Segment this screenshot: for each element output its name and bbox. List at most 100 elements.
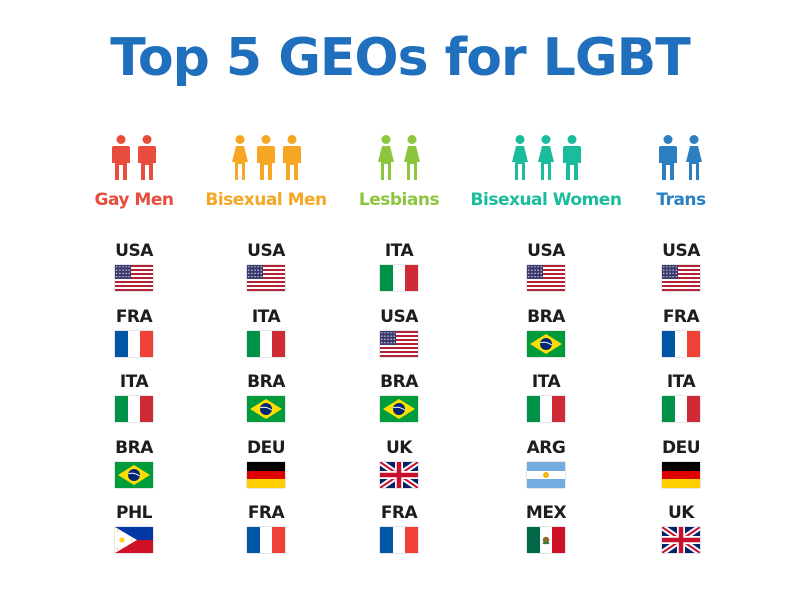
flag-mex-icon <box>527 527 565 553</box>
country-code: USA <box>380 306 418 327</box>
flag-fra-icon <box>247 527 285 553</box>
country-code: FRA <box>115 306 153 327</box>
country-code: UK <box>668 503 694 523</box>
country-entry: ITA <box>596 371 766 437</box>
flag-ita-icon <box>247 330 285 357</box>
country-entry: FRA <box>596 306 766 372</box>
country-entry: MEX <box>461 502 631 568</box>
flag-phl-icon <box>115 527 153 553</box>
country-entry: USA <box>596 240 766 306</box>
male-figure-icon <box>138 135 156 180</box>
flag-bra-icon <box>247 396 285 422</box>
country-entry: DEU <box>596 437 766 503</box>
female-figure-icon <box>512 135 528 180</box>
country-code: ITA <box>531 372 561 392</box>
figures-icon <box>49 130 219 182</box>
category-label: Gay Men <box>94 190 174 210</box>
female-figure-icon <box>538 135 554 180</box>
country-code: ITA <box>384 241 414 261</box>
column-gay-men: Gay Men USA FRA ITA BRA PHL <box>49 130 219 568</box>
figures-icon <box>314 130 484 182</box>
column-trans: Trans USA FRA ITA DEU UK <box>596 130 766 568</box>
flag-fra-icon <box>380 527 418 553</box>
country-code: PHL <box>115 503 153 523</box>
flag-usa-icon <box>247 265 285 291</box>
flag-ita-icon <box>662 396 700 422</box>
page-title: Top 5 GEOs for LGBT <box>110 28 690 88</box>
country-code: ITA <box>119 372 149 392</box>
male-figure-icon <box>659 135 677 180</box>
country-entry: BRA <box>49 437 219 503</box>
female-figure-icon <box>232 135 248 180</box>
column-bisexual-men: Bisexual Men USA ITA BRA DEU FRA <box>181 130 351 568</box>
flag-bra-icon <box>380 396 418 422</box>
flag-uk-icon <box>380 461 418 488</box>
country-code: FRA <box>662 306 700 327</box>
country-code: MEX <box>525 503 567 523</box>
flag-arg-icon <box>527 461 565 488</box>
country-entry: UK <box>314 437 484 503</box>
country-entry: ITA <box>181 306 351 372</box>
female-figure-icon <box>404 135 420 180</box>
category-label: Bisexual Women <box>470 190 622 210</box>
male-figure-icon <box>112 135 130 180</box>
flag-ita-icon <box>115 396 153 422</box>
country-entry: USA <box>49 240 219 306</box>
male-figure-icon <box>257 135 275 180</box>
male-figure-icon <box>563 135 581 180</box>
country-code: BRA <box>247 372 285 392</box>
flag-ita-icon <box>380 265 418 291</box>
country-entry: ITA <box>49 371 219 437</box>
country-code: ARG <box>526 437 566 458</box>
column-lesbians: Lesbians ITA USA BRA UK FRA <box>314 130 484 568</box>
flag-bra-icon <box>115 461 153 488</box>
country-entry: FRA <box>181 502 351 568</box>
female-figure-icon <box>378 135 394 180</box>
country-code: DEU <box>246 437 286 458</box>
country-entry: BRA <box>181 371 351 437</box>
flag-usa-icon <box>115 265 153 291</box>
country-code: USA <box>115 241 153 261</box>
country-entry: FRA <box>49 306 219 372</box>
category-label: Trans <box>656 190 706 210</box>
flag-usa-icon <box>662 265 700 291</box>
country-entry: PHL <box>49 502 219 568</box>
country-code: BRA <box>115 437 153 458</box>
country-code: FRA <box>380 503 418 523</box>
country-code: DEU <box>661 437 701 458</box>
country-code: USA <box>662 241 700 261</box>
country-code: BRA <box>380 372 418 392</box>
country-entry: UK <box>596 502 766 568</box>
country-entry: USA <box>314 306 484 372</box>
country-entry: ITA <box>461 371 631 437</box>
country-entry: USA <box>181 240 351 306</box>
country-entry: USA <box>461 240 631 306</box>
country-entry: FRA <box>314 502 484 568</box>
figures-icon <box>596 130 766 182</box>
country-code: BRA <box>527 306 565 327</box>
flag-deu-icon <box>662 461 700 488</box>
country-code: USA <box>247 241 285 261</box>
flag-ita-icon <box>527 396 565 422</box>
country-entry: ITA <box>314 240 484 306</box>
country-entry: DEU <box>181 437 351 503</box>
female-figure-icon <box>686 135 702 180</box>
flag-usa-icon <box>527 265 565 291</box>
country-code: USA <box>527 241 565 261</box>
male-figure-icon <box>283 135 301 180</box>
category-label: Bisexual Men <box>205 190 327 210</box>
flag-fra-icon <box>115 330 153 357</box>
flag-usa-icon <box>380 330 418 357</box>
country-code: ITA <box>666 372 696 392</box>
country-entry: ARG <box>461 437 631 503</box>
category-label: Lesbians <box>358 190 440 210</box>
column-bisexual-women: Bisexual Women USA BRA ITA ARG MEX <box>461 130 631 568</box>
figures-icon <box>181 130 351 182</box>
country-code: UK <box>386 437 412 458</box>
flag-bra-icon <box>527 330 565 357</box>
country-entry: BRA <box>314 371 484 437</box>
country-entry: BRA <box>461 306 631 372</box>
figures-icon <box>461 130 631 182</box>
country-code: ITA <box>251 306 281 327</box>
flag-uk-icon <box>662 527 700 553</box>
